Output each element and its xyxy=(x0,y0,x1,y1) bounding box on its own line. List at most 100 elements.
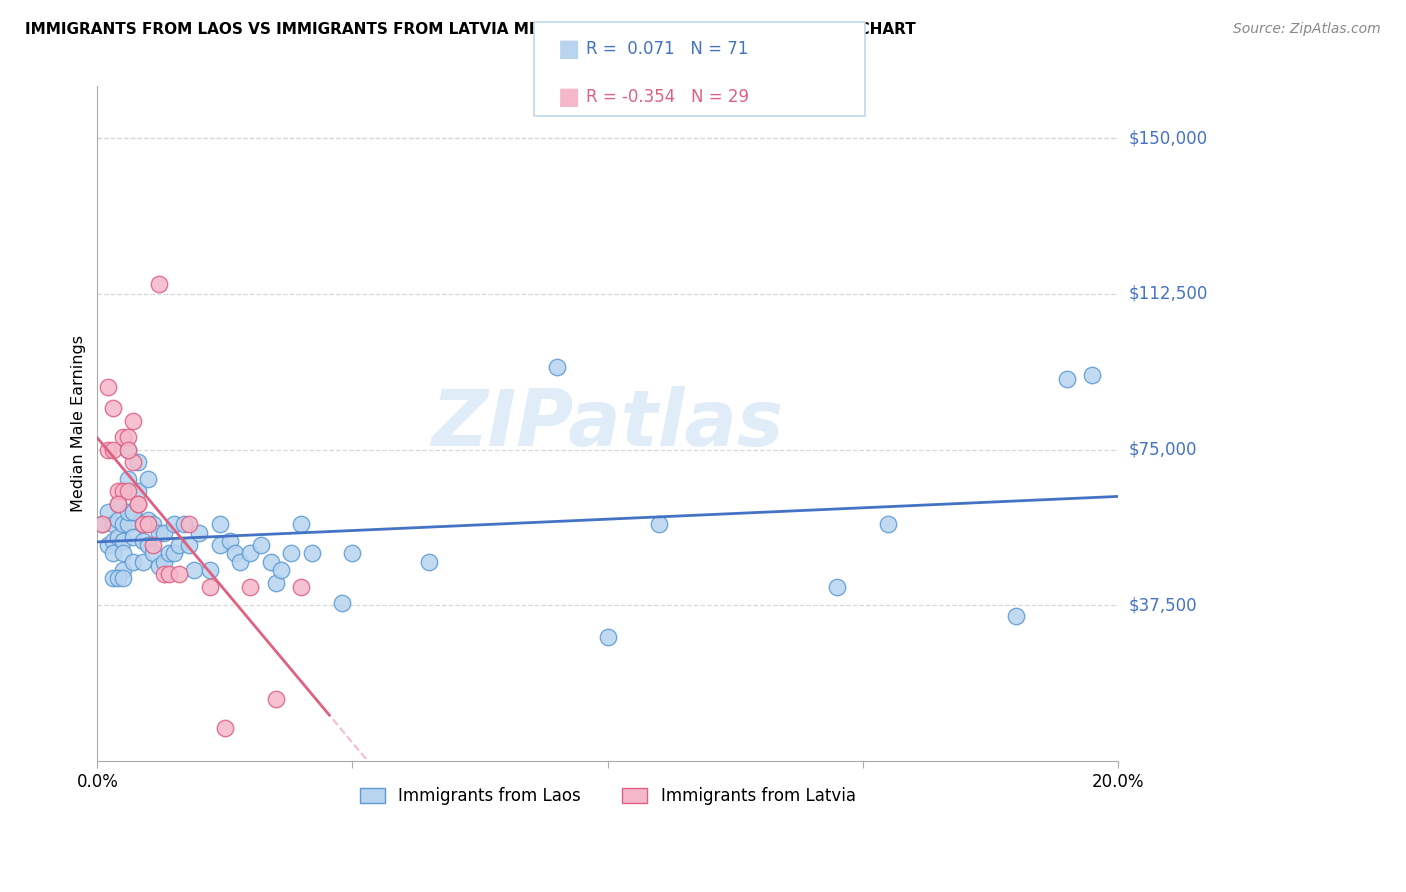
Point xyxy=(290,580,312,594)
Point xyxy=(127,484,149,499)
Point xyxy=(342,546,364,560)
Legend: Immigrants from Laos, Immigrants from Latvia: Immigrants from Laos, Immigrants from La… xyxy=(352,779,863,814)
Point xyxy=(101,571,124,585)
Point xyxy=(173,517,195,532)
Point xyxy=(418,555,440,569)
Point xyxy=(239,580,262,594)
Point xyxy=(101,546,124,560)
Point xyxy=(117,484,139,499)
Point xyxy=(111,534,134,549)
Point xyxy=(219,534,242,549)
Point xyxy=(101,534,124,549)
Text: R = -0.354   N = 29: R = -0.354 N = 29 xyxy=(586,88,749,106)
Point xyxy=(1056,372,1078,386)
Point xyxy=(101,517,124,532)
Point xyxy=(148,277,170,291)
Text: ■: ■ xyxy=(558,86,581,109)
Point xyxy=(264,575,287,590)
Point xyxy=(264,691,287,706)
Point xyxy=(122,530,145,544)
Point xyxy=(183,563,205,577)
Point xyxy=(179,538,201,552)
Point xyxy=(163,546,186,560)
Point xyxy=(152,525,174,540)
Point xyxy=(142,517,165,532)
Point xyxy=(330,596,353,610)
Text: $112,500: $112,500 xyxy=(1129,285,1208,303)
Point xyxy=(127,497,149,511)
Point xyxy=(96,505,118,519)
Point xyxy=(132,517,155,532)
Point xyxy=(596,630,619,644)
Point xyxy=(138,513,160,527)
Point xyxy=(111,563,134,577)
Point xyxy=(198,563,221,577)
Point xyxy=(214,721,236,735)
Point xyxy=(157,546,180,560)
Point xyxy=(96,380,118,394)
Point xyxy=(117,517,139,532)
Point xyxy=(101,442,124,457)
Point xyxy=(188,525,211,540)
Point xyxy=(122,505,145,519)
Point xyxy=(122,555,145,569)
Point xyxy=(117,430,139,444)
Point xyxy=(148,525,170,540)
Point xyxy=(111,484,134,499)
Point xyxy=(138,538,160,552)
Point xyxy=(179,517,201,532)
Point xyxy=(91,517,114,532)
Point xyxy=(91,517,114,532)
Point xyxy=(280,546,302,560)
Text: IMMIGRANTS FROM LAOS VS IMMIGRANTS FROM LATVIA MEDIAN MALE EARNINGS CORRELATION : IMMIGRANTS FROM LAOS VS IMMIGRANTS FROM … xyxy=(25,22,917,37)
Point xyxy=(132,555,155,569)
Point xyxy=(1081,368,1104,382)
Point xyxy=(107,497,129,511)
Point xyxy=(152,555,174,569)
Point xyxy=(107,530,129,544)
Text: $75,000: $75,000 xyxy=(1129,441,1198,458)
Point xyxy=(546,359,568,374)
Text: ■: ■ xyxy=(558,37,581,61)
Point xyxy=(229,555,252,569)
Point xyxy=(142,538,165,552)
Point xyxy=(152,567,174,582)
Point xyxy=(301,546,323,560)
Point xyxy=(127,455,149,469)
Text: R =  0.071   N = 71: R = 0.071 N = 71 xyxy=(586,40,748,58)
Point xyxy=(198,580,221,594)
Text: Source: ZipAtlas.com: Source: ZipAtlas.com xyxy=(1233,22,1381,37)
Point xyxy=(163,517,186,532)
Point xyxy=(117,505,139,519)
Point xyxy=(122,414,145,428)
Point xyxy=(877,517,900,532)
Point xyxy=(290,517,312,532)
Point xyxy=(647,517,669,532)
Point xyxy=(96,442,118,457)
Point xyxy=(208,538,231,552)
Point xyxy=(138,517,160,532)
Point xyxy=(117,472,139,486)
Text: ZIPatlas: ZIPatlas xyxy=(432,385,783,462)
Text: $150,000: $150,000 xyxy=(1129,129,1208,147)
Y-axis label: Median Male Earnings: Median Male Earnings xyxy=(72,335,86,512)
Point xyxy=(111,546,134,560)
Point xyxy=(1004,608,1026,623)
Point xyxy=(111,430,134,444)
Point xyxy=(117,442,139,457)
Point xyxy=(122,455,145,469)
Point xyxy=(101,401,124,416)
Point xyxy=(239,546,262,560)
Point xyxy=(142,546,165,560)
Point xyxy=(249,538,271,552)
Point xyxy=(224,546,246,560)
Point xyxy=(157,567,180,582)
Text: $37,500: $37,500 xyxy=(1129,597,1198,615)
Point xyxy=(132,517,155,532)
Point xyxy=(167,567,190,582)
Point xyxy=(107,571,129,585)
Point xyxy=(107,497,129,511)
Point xyxy=(167,538,190,552)
Point xyxy=(138,472,160,486)
Point xyxy=(111,571,134,585)
